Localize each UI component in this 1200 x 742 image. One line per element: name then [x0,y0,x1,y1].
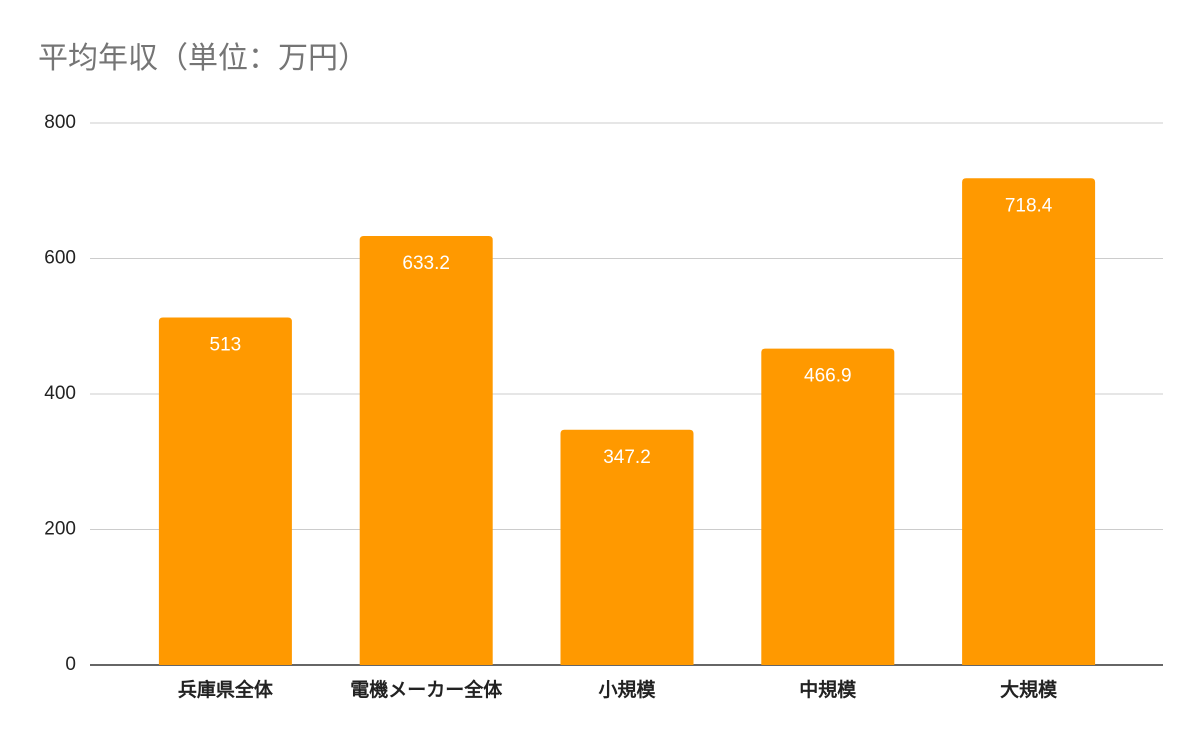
x-tick-label: 小規模 [598,678,656,701]
value-label: 347.2 [603,447,651,468]
x-tick-label: 大規模 [1000,678,1058,701]
x-tick-label: 中規模 [799,678,857,701]
value-label: 633.2 [402,253,450,274]
y-tick-label: 600 [44,248,76,269]
chart-title: 平均年収（単位：万円） [38,42,368,75]
x-tick-label: 兵庫県全体 [178,678,274,701]
x-tick-label: 電機メーカー全体 [350,678,503,701]
bar [158,317,292,665]
value-label: 513 [210,334,242,355]
y-tick-label: 0 [65,654,76,675]
y-tick-label: 400 [44,383,76,404]
bar [761,348,895,665]
bar [560,429,694,665]
y-tick-label: 200 [44,519,76,540]
value-label: 466.9 [804,366,852,387]
y-tick-label: 800 [44,112,76,133]
bar [359,236,493,665]
bar [962,178,1096,665]
value-label: 718.4 [1005,195,1053,216]
